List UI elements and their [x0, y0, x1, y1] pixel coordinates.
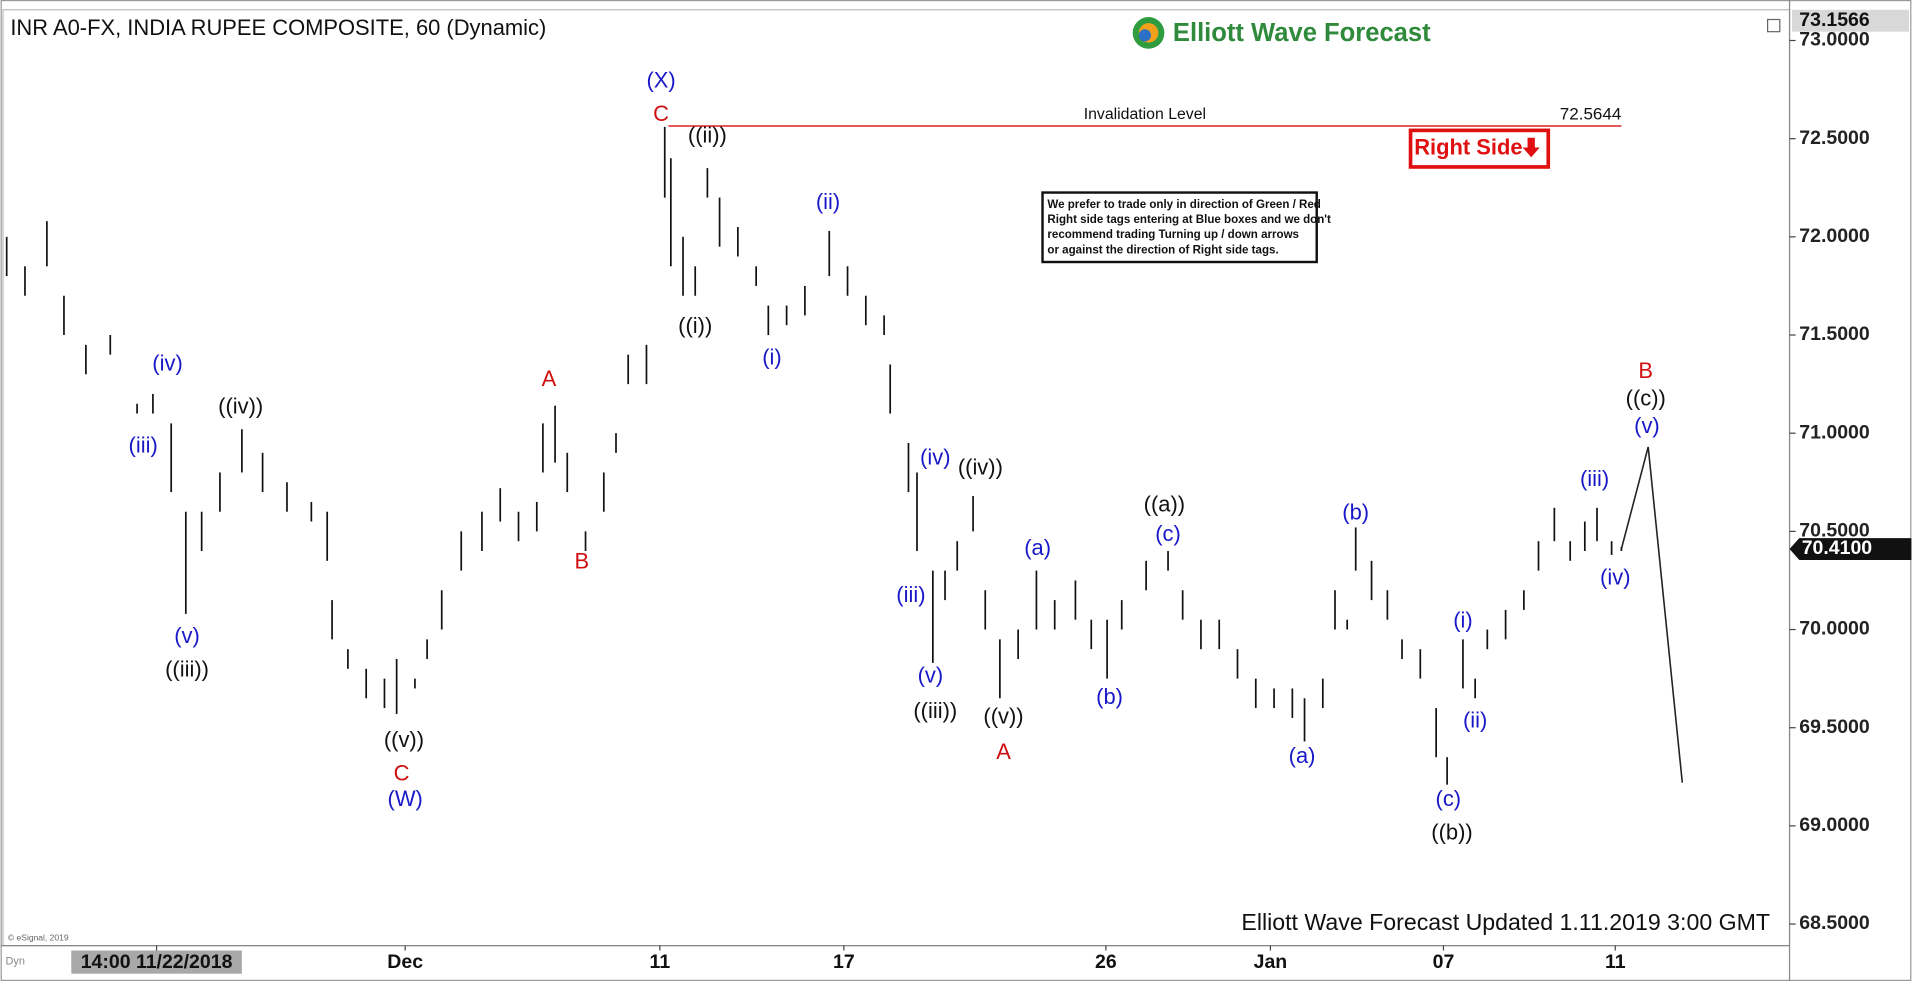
- window-icon[interactable]: [1767, 18, 1781, 33]
- wave-label: B: [1638, 358, 1653, 383]
- x-tick-label: 11: [1605, 951, 1626, 973]
- wave-label: ((a)): [1144, 492, 1185, 517]
- wave-label: (b): [1096, 684, 1123, 709]
- brand-name: Elliott Wave Forecast: [1173, 19, 1431, 47]
- wave-label: ((c)): [1626, 386, 1666, 411]
- x-tick-label: 14:00 11/22/2018: [81, 951, 233, 973]
- wave-label: (iv): [920, 445, 950, 470]
- wave-label: (i): [762, 344, 781, 369]
- footer-text: Elliott Wave Forecast Updated 1.11.2019 …: [1241, 909, 1770, 935]
- y-tick-label: 68.5000: [1799, 912, 1870, 934]
- last-price-box: [1789, 538, 1912, 561]
- wave-label: (iv): [1600, 564, 1630, 589]
- dyn-tag: Dyn: [5, 955, 24, 967]
- last-price-label: 70.4100: [1802, 537, 1873, 559]
- top-price-box: [1791, 9, 1909, 32]
- top-price-label: 73.1566: [1799, 9, 1870, 31]
- wave-label: A: [542, 366, 557, 391]
- y-tick-label: 70.0000: [1799, 618, 1870, 640]
- wave-label: (a): [1024, 535, 1051, 560]
- y-tick-label: 69.5000: [1799, 716, 1870, 738]
- note-line: We prefer to trade only in direction of …: [1047, 199, 1320, 211]
- projection-line: [1620, 446, 1684, 783]
- wave-label: (iii): [129, 433, 158, 458]
- wave-label: C: [394, 761, 410, 786]
- x-tick-label: 26: [1095, 951, 1117, 973]
- x-tick-highlight: [71, 950, 242, 974]
- wave-label: (W): [388, 786, 423, 811]
- wave-label: ((v)): [983, 704, 1023, 729]
- wave-label: (v): [1634, 413, 1660, 438]
- invalidation-value: 72.5644: [1560, 105, 1622, 124]
- wave-label: (ii): [816, 189, 840, 214]
- wave-label: ((iv)): [218, 393, 263, 418]
- wave-label: C: [653, 101, 669, 126]
- wave-label: (iii): [896, 582, 925, 607]
- wave-label: A: [996, 739, 1011, 764]
- y-tick-label: 69.0000: [1799, 814, 1870, 836]
- chart-title: INR A0-FX, INDIA RUPEE COMPOSITE, 60 (Dy…: [10, 15, 546, 40]
- wave-label: (i): [1453, 607, 1472, 632]
- wave-label: (a): [1289, 743, 1316, 768]
- note-line: recommend trading Turning up / down arro…: [1047, 229, 1299, 241]
- x-tick-label: Jan: [1254, 951, 1288, 973]
- wave-label: ((ii)): [688, 123, 727, 148]
- x-tick-label: Dec: [387, 951, 423, 973]
- wave-label: ((b)): [1431, 820, 1472, 845]
- y-tick-label: 72.0000: [1799, 225, 1870, 247]
- y-tick-label: 70.5000: [1799, 520, 1870, 542]
- brand-logo: Elliott Wave Forecast: [1132, 17, 1431, 49]
- wave-label: (ii): [1463, 708, 1487, 733]
- y-tick-label: 71.0000: [1799, 421, 1870, 443]
- copyright: © eSignal, 2019: [8, 933, 69, 943]
- wave-label: ((iv)): [958, 454, 1003, 479]
- x-tick-label: 11: [650, 951, 671, 973]
- note-line: or against the direction of Right side t…: [1047, 244, 1278, 256]
- wave-label: (v): [174, 623, 200, 648]
- wave-label: (b): [1342, 499, 1369, 524]
- wave-label: ((iii)): [165, 657, 209, 682]
- tag-label: Right Side: [1414, 134, 1522, 159]
- wave-label: (iii): [1580, 466, 1609, 491]
- note-border: [1041, 191, 1318, 264]
- y-tick-label: 71.5000: [1799, 323, 1870, 345]
- y-tick-label: 72.5000: [1799, 127, 1870, 149]
- note-box: We prefer to trade only in direction of …: [1041, 191, 1331, 264]
- invalidation-label: Invalidation Level: [1084, 106, 1206, 123]
- logo-core: [1138, 29, 1151, 42]
- wave-label: B: [575, 549, 590, 574]
- down-arrow-icon: [1522, 137, 1540, 158]
- wave-label: ((iii)): [913, 698, 957, 723]
- wave-label: (v): [918, 662, 944, 687]
- wave-label: (X): [646, 68, 675, 93]
- wave-label: ((i)): [678, 313, 712, 338]
- wave-label: (c): [1155, 521, 1181, 546]
- x-tick-label: 17: [833, 951, 855, 973]
- wave-label: (iv): [152, 350, 182, 375]
- note-line: Right side tags entering at Blue boxes a…: [1047, 214, 1331, 226]
- right-side-tag: Right Side: [1408, 128, 1551, 169]
- wave-label: ((v)): [384, 727, 424, 752]
- y-tick-label: 73.0000: [1799, 29, 1870, 51]
- x-tick-label: 07: [1433, 951, 1455, 973]
- wave-label: (c): [1436, 786, 1462, 811]
